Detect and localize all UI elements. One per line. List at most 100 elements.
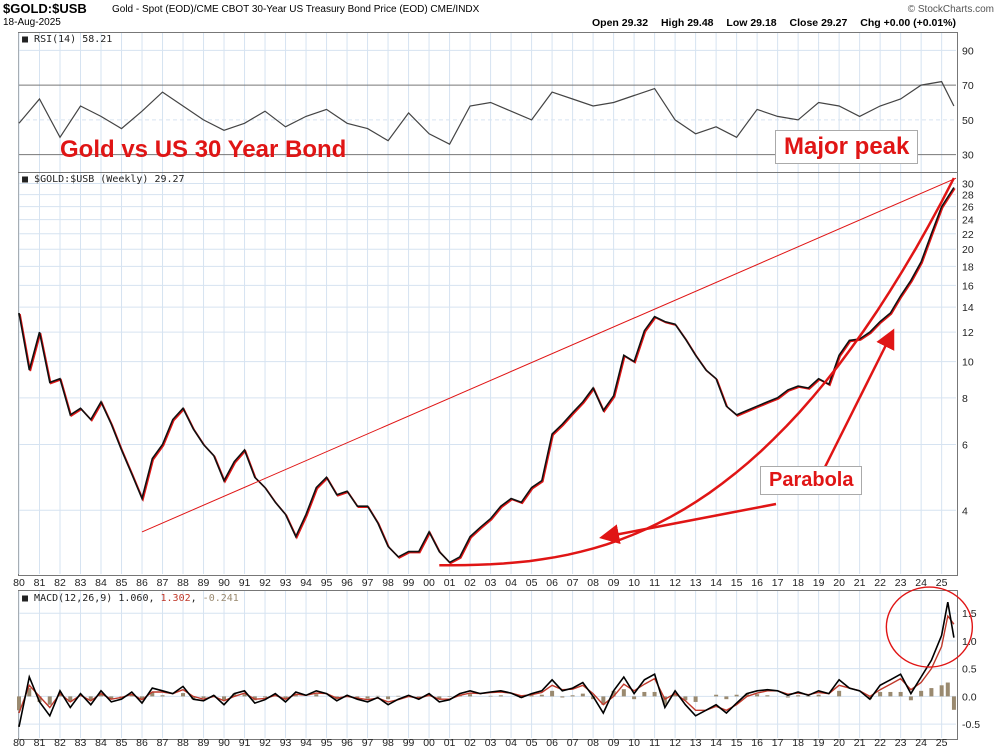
macd-x-tick-label: 95 [321,737,333,748]
macd-x-tick-label: 22 [874,737,886,748]
x-tick-label: 98 [382,577,394,589]
macd-x-tick-label: 13 [690,737,702,748]
macd-x-tick-label: 03 [485,737,497,748]
x-tick-label: 21 [854,577,866,589]
chart-description: Gold - Spot (EOD)/CME CBOT 30-Year US Tr… [112,4,480,15]
x-tick-label: 13 [690,577,702,589]
price-tick-label: 10 [962,357,974,369]
rsi-tick-label: 90 [962,45,974,57]
price-tick-label: 4 [962,505,968,517]
x-tick-label: 24 [915,577,927,589]
price-tick-label: 6 [962,439,968,451]
x-tick-label: 08 [587,577,599,589]
x-tick-label: 10 [628,577,640,589]
x-tick-label: 14 [710,577,722,589]
high-value: 29.48 [687,17,714,29]
x-tick-label: 86 [136,577,148,589]
price-tick-label: 22 [962,229,974,241]
price-panel[interactable] [18,172,958,576]
macd-x-tick-label: 87 [157,737,169,748]
macd-signal-line [18,614,955,714]
macd-x-tick-label: 04 [505,737,517,748]
price-tick-label: 18 [962,261,974,273]
x-tick-label: 22 [874,577,886,589]
macd-x-tick-label: 97 [362,737,374,748]
macd-tick-label: 1.5 [962,608,977,620]
macd-panel-label: ■ MACD(12,26,9) 1.060, 1.302, -0.241 [22,593,239,604]
close-label: Close [789,17,819,29]
macd-x-tick-label: 05 [526,737,538,748]
x-tick-label: 87 [157,577,169,589]
x-tick-label: 23 [895,577,907,589]
macd-x-tick-label: 96 [341,737,353,748]
rsi-label-text: RSI(14) 58.21 [34,34,113,45]
x-tick-label: 20 [833,577,845,589]
macd-x-tick-label: 25 [936,737,948,748]
macd-x-tick-label: 92 [259,737,271,748]
price-line-shadow [19,188,956,565]
macd-x-tick-label: 20 [833,737,845,748]
macd-x-tick-label: 01 [444,737,456,748]
rsi-line [18,80,955,146]
x-tick-label: 96 [341,577,353,589]
price-tick-label: 20 [962,244,974,256]
x-tick-label: 19 [813,577,825,589]
macd-x-tick-label: 09 [608,737,620,748]
price-panel-label: ■ $GOLD:$USB (Weekly) 29.27 [22,174,185,185]
price-tick-label: 30 [962,178,974,190]
rsi-tick-label: 70 [962,80,974,92]
x-tick-label: 16 [751,577,763,589]
x-tick-label: 81 [34,577,46,589]
resistance-trendline [141,177,957,533]
macd-x-tick-label: 15 [731,737,743,748]
x-tick-label: 88 [177,577,189,589]
macd-label-text: MACD(12,26,9) [34,593,113,604]
macd-x-tick-label: 84 [95,737,107,748]
price-tick-label: 8 [962,393,968,405]
ohlc-readout: Open 29.32 High 29.48 Low 29.18 Close 29… [592,17,956,29]
macd-x-tick-label: 82 [54,737,66,748]
macd-x-tick-label: 07 [567,737,579,748]
x-tick-label: 94 [300,577,312,589]
hist-value: -0.241 [202,593,239,604]
macd-x-tick-label: 94 [300,737,312,748]
rsi-tick-label: 50 [962,115,974,127]
price-tick-label: 12 [962,327,974,339]
macd-x-tick-label: 86 [136,737,148,748]
macd-x-tick-label: 99 [403,737,415,748]
x-tick-label: 02 [464,577,476,589]
macd-x-tick-label: 81 [34,737,46,748]
macd-x-tick-label: 91 [239,737,251,748]
low-value: 29.18 [750,17,777,29]
rsi-tick-label: 30 [962,150,974,162]
x-tick-label: 03 [485,577,497,589]
price-line [18,187,955,564]
annotation-parabola: Parabola [760,466,863,495]
x-tick-label: 90 [218,577,230,589]
x-tick-label: 93 [280,577,292,589]
chg-value: +0.00 (+0.01%) [883,17,956,29]
macd-panel[interactable] [18,590,958,740]
x-tick-label: 80 [13,577,25,589]
macd-x-tick-label: 11 [649,737,660,748]
macd-tick-label: 0.5 [962,664,977,676]
x-tick-label: 25 [936,577,948,589]
x-tick-label: 12 [669,577,681,589]
close-value: 29.27 [821,17,848,29]
stockcharts-brand[interactable]: © StockCharts.com [907,4,994,15]
macd-x-tick-label: 02 [464,737,476,748]
chart-date: 18-Aug-2025 [3,17,61,28]
parabola-curve [439,177,956,567]
x-tick-label: 07 [567,577,579,589]
macd-x-tick-label: 24 [915,737,927,748]
chart-symbol: $GOLD:$USB [3,1,87,16]
x-tick-label: 99 [403,577,415,589]
x-tick-label: 09 [608,577,620,589]
chg-label: Chg [860,17,881,29]
macd-x-tick-label: 23 [895,737,907,748]
macd-x-tick-label: 93 [280,737,292,748]
macd-x-tick-label: 98 [382,737,394,748]
macd-x-tick-label: 90 [218,737,230,748]
x-tick-label: 18 [792,577,804,589]
